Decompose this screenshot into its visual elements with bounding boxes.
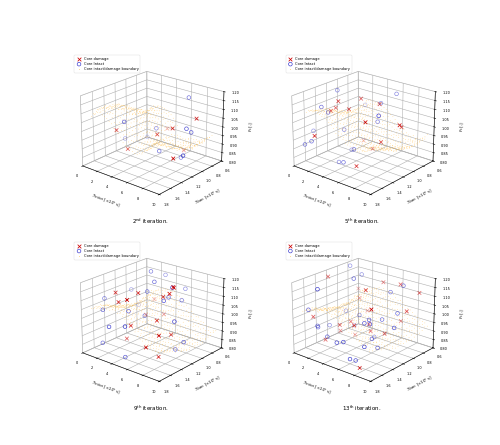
Text: $5^{\mathrm{th}}$ iteration.: $5^{\mathrm{th}}$ iteration. bbox=[344, 217, 380, 226]
Text: $2^{\mathrm{nd}}$ iteration.: $2^{\mathrm{nd}}$ iteration. bbox=[132, 217, 169, 226]
Y-axis label: $T_{down}$ [×10² s]: $T_{down}$ [×10² s] bbox=[194, 187, 222, 207]
Legend: Core damage, Core Intact, Core intact/damage boundary: Core damage, Core Intact, Core intact/da… bbox=[286, 242, 352, 260]
X-axis label: $T_{restart}$ [×10² s]: $T_{restart}$ [×10² s] bbox=[302, 193, 332, 210]
Legend: Core damage, Core Intact, Core intact/damage boundary: Core damage, Core Intact, Core intact/da… bbox=[74, 55, 140, 73]
Legend: Core damage, Core Intact, Core intact/damage boundary: Core damage, Core Intact, Core intact/da… bbox=[74, 242, 140, 260]
Text: $13^{\mathrm{th}}$ iteration.: $13^{\mathrm{th}}$ iteration. bbox=[342, 404, 382, 413]
Y-axis label: $T_{down}$ [×10² s]: $T_{down}$ [×10² s] bbox=[194, 374, 222, 394]
X-axis label: $T_{restart}$ [×10² s]: $T_{restart}$ [×10² s] bbox=[302, 380, 332, 397]
Y-axis label: $T_{down}$ [×10² s]: $T_{down}$ [×10² s] bbox=[406, 374, 434, 394]
Text: $9^{\mathrm{th}}$ iteration.: $9^{\mathrm{th}}$ iteration. bbox=[132, 404, 168, 413]
Legend: Core damage, Core Intact, Core intact/damage boundary: Core damage, Core Intact, Core intact/da… bbox=[286, 55, 352, 73]
X-axis label: $T_{restart}$ [×10² s]: $T_{restart}$ [×10² s] bbox=[90, 193, 121, 210]
Y-axis label: $T_{down}$ [×10² s]: $T_{down}$ [×10² s] bbox=[406, 187, 434, 207]
X-axis label: $T_{restart}$ [×10² s]: $T_{restart}$ [×10² s] bbox=[90, 380, 121, 397]
